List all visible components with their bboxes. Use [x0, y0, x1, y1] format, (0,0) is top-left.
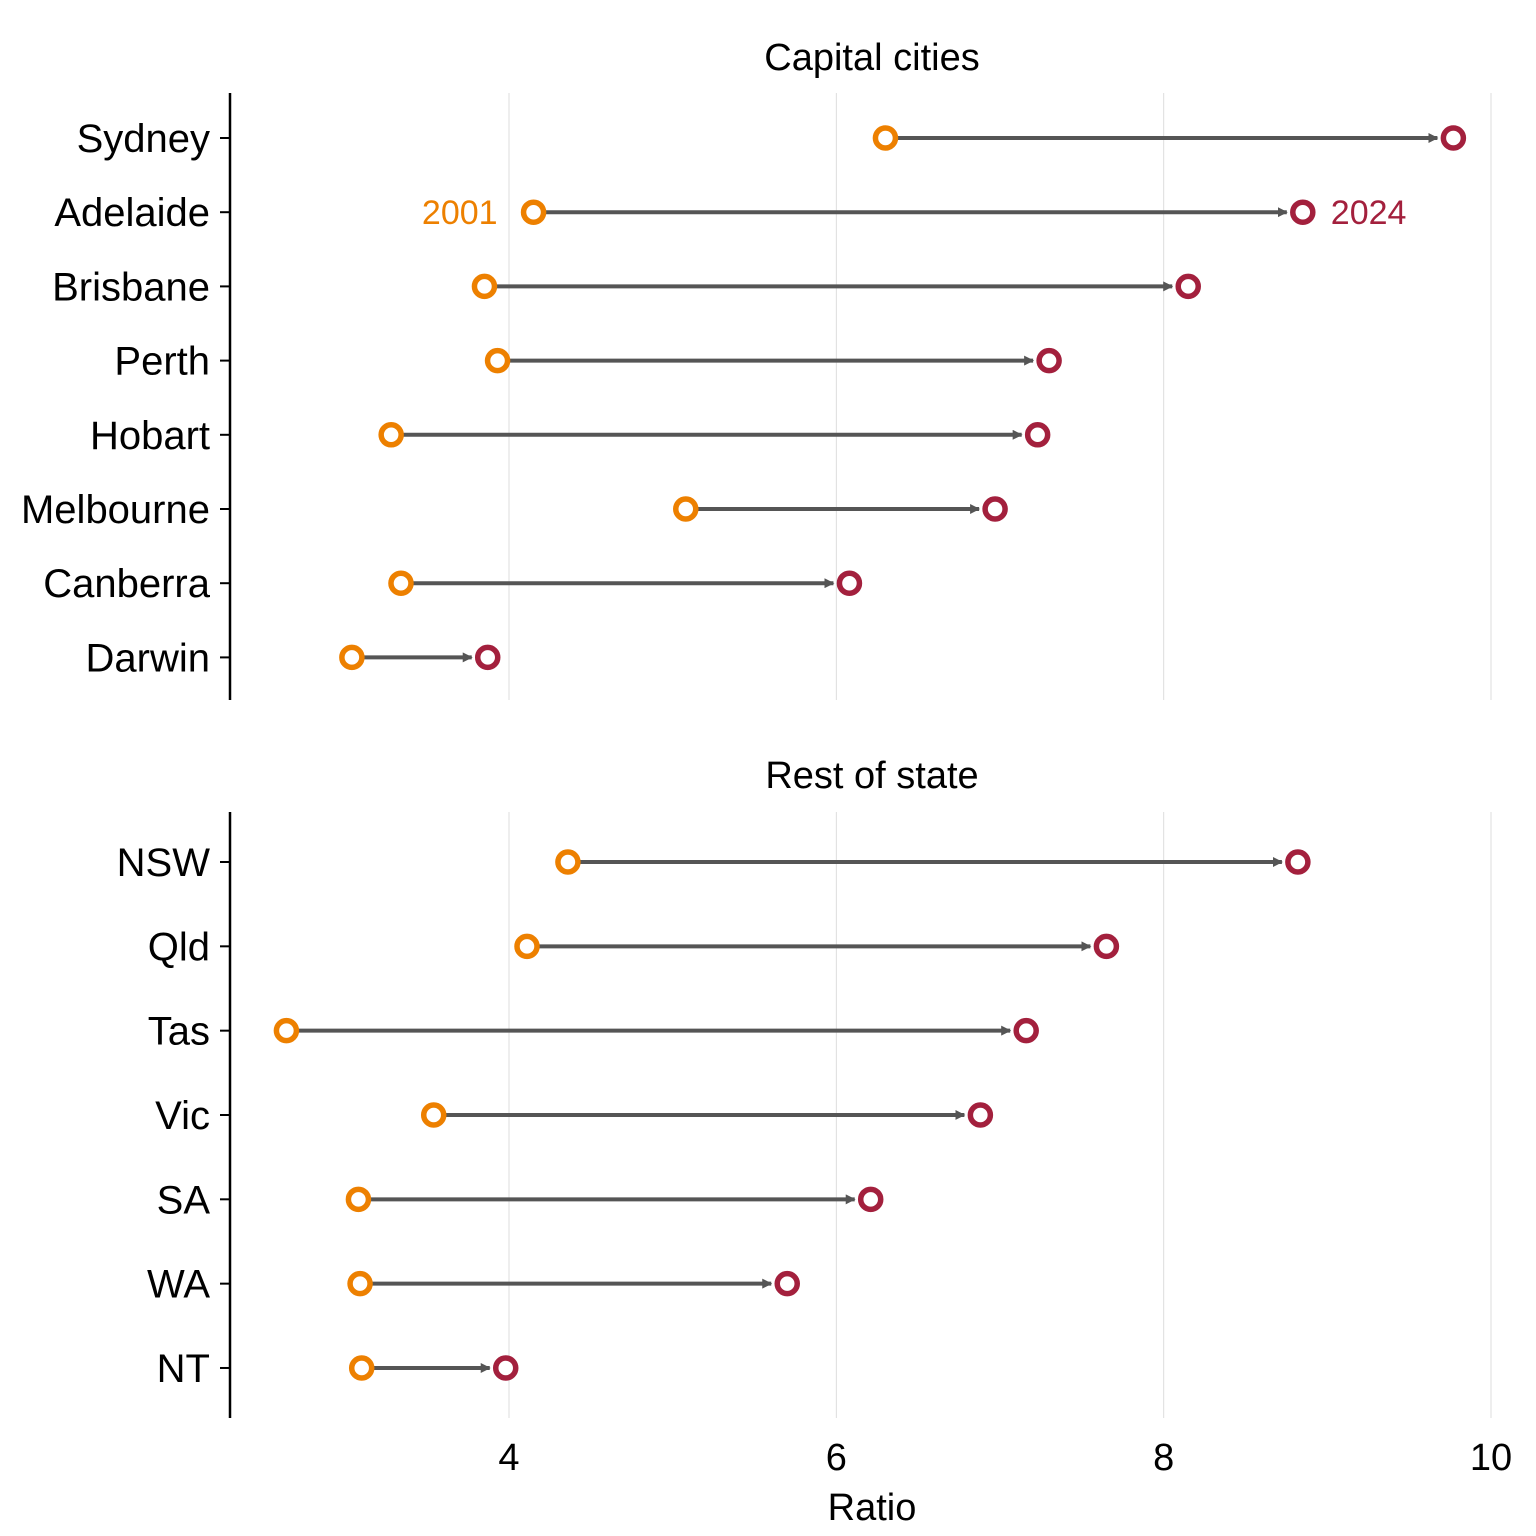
- point-2024: [1440, 125, 1467, 151]
- chart-panels: Capital cities Sydney Adelaide 2001 2024 Bris…: [21, 37, 1467, 1418]
- point-2001: [484, 347, 511, 374]
- category-label: Qld: [148, 925, 210, 969]
- point-2024: [1024, 422, 1051, 448]
- point-2024: [1093, 933, 1120, 960]
- panel-rest-of-state: Rest of state NSW Qld Tas Vic SA WA NT: [117, 755, 1311, 1418]
- point-2024: [857, 1186, 884, 1213]
- category-label: Darwin: [86, 636, 210, 680]
- point-2024: [1175, 273, 1201, 300]
- annotation-2001: 2001: [422, 194, 498, 232]
- gridlines: [508, 93, 1492, 1418]
- category-label: Brisbane: [52, 265, 210, 309]
- x-tick-label: 4: [498, 1437, 519, 1479]
- point-2024: [836, 570, 863, 596]
- x-axis-title: Ratio: [828, 1487, 917, 1529]
- point-2001: [872, 125, 899, 151]
- panel-title: Rest of state: [765, 755, 978, 797]
- category-label: NSW: [117, 841, 211, 885]
- category-label: Vic: [155, 1094, 210, 1138]
- point-2001: [347, 1270, 373, 1297]
- point-2001: [420, 1102, 447, 1128]
- point-2024: [982, 496, 1008, 522]
- x-tick-label: 8: [1153, 1437, 1174, 1479]
- point-2001: [273, 1017, 300, 1044]
- panel-capital-cities: Capital cities Sydney Adelaide 2001 2024 Bris…: [21, 37, 1467, 700]
- point-2001: [388, 570, 414, 596]
- point-2024: [492, 1355, 519, 1381]
- point-2001: [345, 1186, 372, 1213]
- point-2001: [520, 199, 547, 225]
- point-2024: [1290, 199, 1316, 225]
- x-tick-label: 6: [826, 1437, 847, 1479]
- point-2001: [471, 273, 498, 300]
- x-tick-label: 10: [1470, 1437, 1512, 1479]
- category-label: Hobart: [90, 414, 210, 458]
- point-2024: [1013, 1017, 1039, 1044]
- point-2001: [673, 496, 699, 522]
- category-label: Melbourne: [21, 488, 210, 532]
- point-2001: [514, 933, 540, 960]
- category-label: Adelaide: [54, 191, 210, 235]
- point-2024: [967, 1102, 994, 1128]
- point-2001: [555, 849, 581, 875]
- annotation-2024: 2024: [1331, 194, 1407, 232]
- point-2024: [774, 1270, 800, 1297]
- category-label: Perth: [114, 340, 210, 384]
- category-label: WA: [147, 1263, 210, 1307]
- point-2001: [378, 422, 404, 448]
- category-label: SA: [157, 1178, 211, 1222]
- point-2024: [474, 644, 501, 671]
- category-label: NT: [157, 1347, 210, 1391]
- category-label: Canberra: [43, 562, 211, 606]
- point-2024: [1036, 347, 1062, 374]
- panel-title: Capital cities: [764, 37, 979, 79]
- category-label: Sydney: [77, 117, 210, 161]
- point-2001: [348, 1355, 375, 1381]
- x-axis: 4 6 8 10: [498, 1437, 1512, 1479]
- point-2001: [339, 644, 365, 671]
- point-2024: [1285, 849, 1311, 875]
- category-label: Tas: [148, 1010, 210, 1054]
